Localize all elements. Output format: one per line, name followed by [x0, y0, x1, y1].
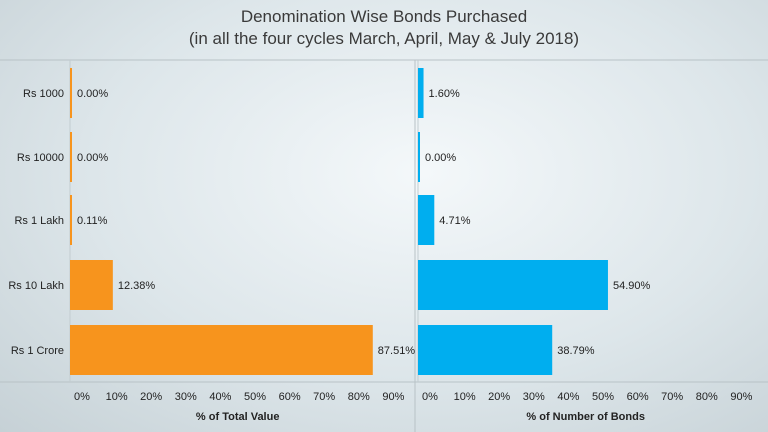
chart-title: Denomination Wise Bonds Purchased (in al…: [0, 6, 768, 50]
right-tick-label-10: 90%: [730, 391, 752, 403]
left-axis-title: % of Total Value: [196, 411, 280, 423]
right-data-label-1: 1.60%: [429, 88, 460, 100]
chart-title-line-2: (in all the four cycles March, April, Ma…: [188, 29, 580, 48]
left-tick-label-7: 60%: [279, 391, 301, 403]
left-bar-3: [70, 195, 72, 245]
right-tick-label-8: 70%: [661, 391, 683, 403]
right-data-label-5: 38.79%: [557, 345, 595, 357]
category-label-1: Rs 1000: [23, 88, 64, 100]
left-tick-label-2: 10%: [106, 391, 128, 403]
right-data-label-3: 4.71%: [439, 215, 470, 227]
left-bar-4: [70, 260, 113, 310]
right-bar-4: [418, 260, 608, 310]
left-tick-label-10: 90%: [382, 391, 404, 403]
right-tick-label-9: 80%: [696, 391, 718, 403]
left-data-label-5: 87.51%: [378, 345, 416, 357]
category-label-3: Rs 1 Lakh: [14, 215, 64, 227]
left-tick-label-1: 0%: [74, 391, 90, 403]
right-tick-label-2: 10%: [454, 391, 476, 403]
category-label-2: Rs 10000: [17, 152, 64, 164]
category-label-4: Rs 10 Lakh: [8, 280, 64, 292]
right-data-label-2: 0.00%: [425, 152, 456, 164]
right-bar-3: [418, 195, 435, 245]
chart-title-line-1: Denomination Wise Bonds Purchased: [240, 7, 528, 26]
right-tick-label-1: 0%: [422, 391, 438, 403]
left-bar-2: [70, 132, 72, 182]
left-data-label-1: 0.00%: [77, 88, 108, 100]
left-tick-label-8: 70%: [313, 391, 335, 403]
left-tick-label-3: 20%: [140, 391, 162, 403]
right-data-label-4: 54.90%: [613, 280, 651, 292]
left-tick-label-6: 50%: [244, 391, 266, 403]
right-bar-1: [418, 68, 424, 118]
category-label-5: Rs 1 Crore: [11, 345, 64, 357]
right-tick-label-4: 30%: [523, 391, 545, 403]
left-data-label-2: 0.00%: [77, 152, 108, 164]
right-tick-label-7: 60%: [627, 391, 649, 403]
left-tick-label-5: 40%: [209, 391, 231, 403]
right-tick-label-5: 40%: [557, 391, 579, 403]
left-data-label-4: 12.38%: [118, 280, 156, 292]
right-bar-2: [418, 132, 420, 182]
left-bar-1: [70, 68, 72, 118]
right-tick-label-6: 50%: [592, 391, 614, 403]
left-bar-5: [70, 325, 373, 375]
left-tick-label-4: 30%: [175, 391, 197, 403]
right-bar-5: [418, 325, 553, 375]
right-axis-title: % of Number of Bonds: [526, 411, 645, 423]
left-data-label-3: 0.11%: [77, 215, 108, 227]
right-tick-label-3: 20%: [488, 391, 510, 403]
left-tick-label-9: 80%: [348, 391, 370, 403]
